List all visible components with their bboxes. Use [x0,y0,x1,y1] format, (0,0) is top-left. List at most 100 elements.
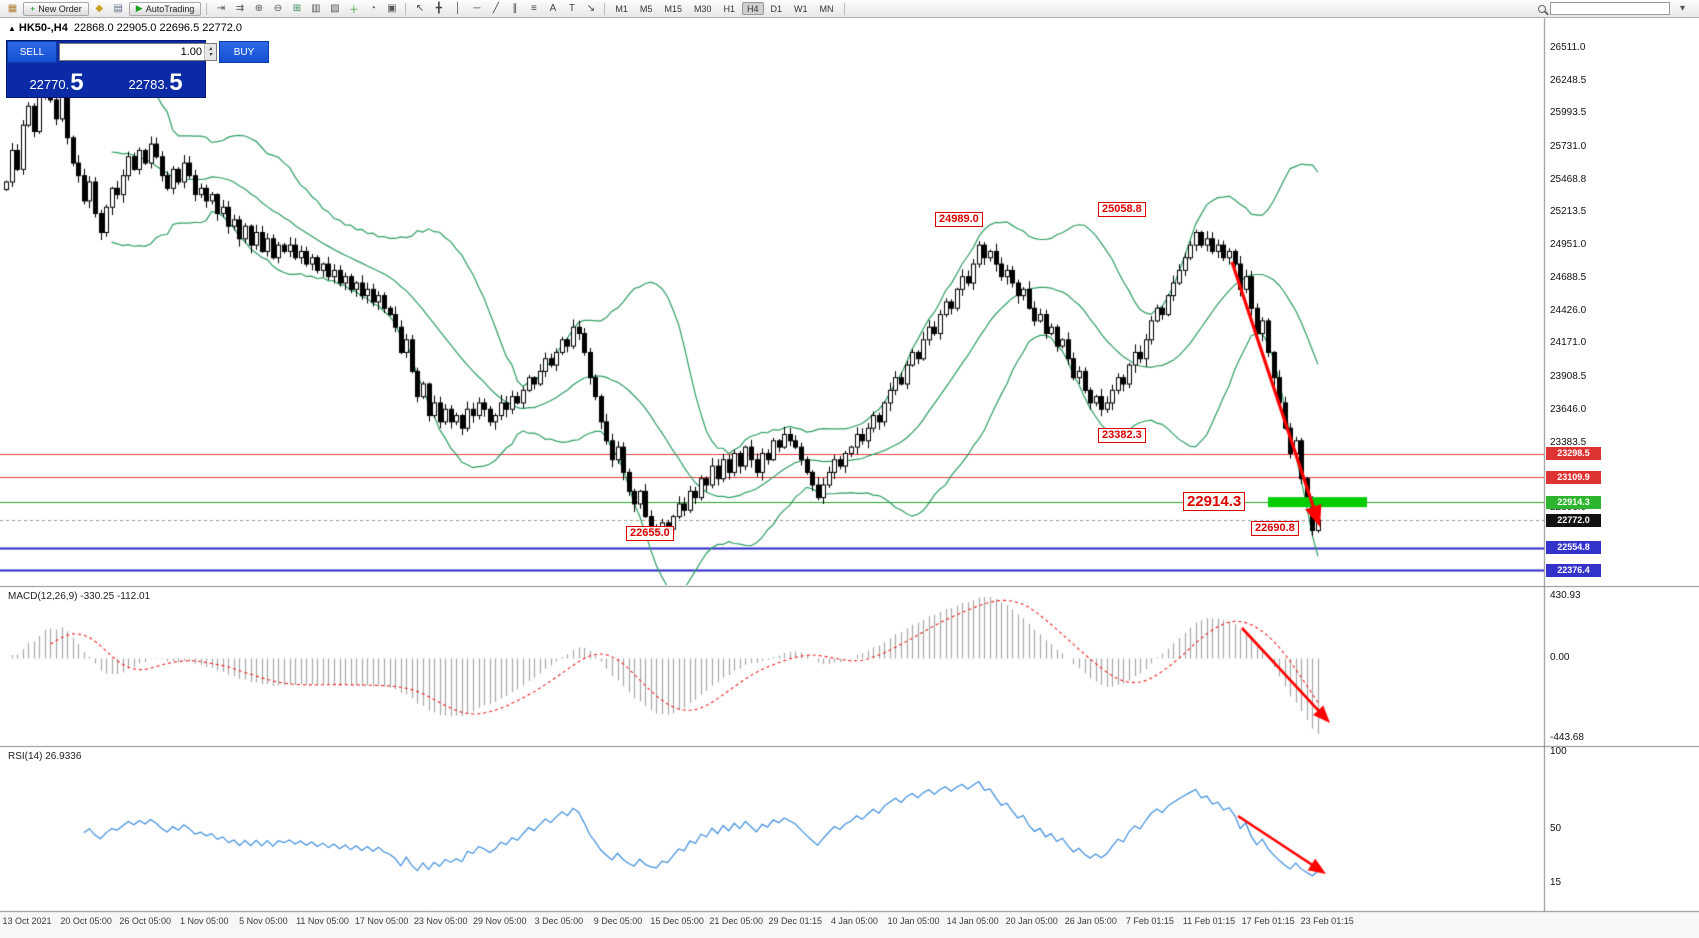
chart-window-icon[interactable]: ▦ [7,3,18,14]
ohlc-readout: 22868.0 22905.0 22696.5 22772.0 [73,22,243,34]
vertical-line-icon[interactable]: │ [454,3,462,14]
one-click-trading-widget: SELL ▴▾ BUY 22770.5 22783.5 [6,40,269,98]
macd-axis-label: 0.00 [1550,652,1570,664]
snapshot-icon[interactable]: ▣ [387,3,397,14]
buy-button[interactable]: BUY [219,41,269,63]
time-axis-label: 11 Feb 01:15 [1182,916,1236,926]
price-annotation[interactable]: 23382.3 [1098,428,1146,443]
price-badge: 22772.0 [1546,513,1601,527]
timeframe-m30-button[interactable]: M30 [689,2,717,15]
timeframe-d1-button[interactable]: D1 [766,2,788,15]
time-axis-label: 10 Jan 05:00 [887,916,940,926]
auto-scroll-icon[interactable]: ⇉ [235,3,245,14]
indicator-list-icon[interactable]: ◆ [95,3,104,14]
channel-icon[interactable]: ∥ [512,3,518,14]
price-annotation[interactable]: 22655.0 [626,526,674,541]
price-axis-label: 25213.5 [1550,205,1587,217]
toolbar-separator [843,2,845,15]
price-annotation[interactable]: 22914.3 [1183,492,1246,511]
time-axis-label: 21 Dec 05:00 [709,916,763,926]
toolbar-separator [604,2,606,15]
timeframe-m5-button[interactable]: M5 [635,2,658,15]
rsi-axis-label: 100 [1550,746,1567,757]
timeframe-m15-button[interactable]: M15 [659,2,687,15]
trendline-icon[interactable]: ╱ [492,3,499,14]
chart-shift-icon[interactable]: ⇥ [216,3,226,14]
time-axis-label: 15 Dec 05:00 [650,916,704,926]
time-axis-label: 1 Nov 05:00 [180,916,229,926]
arrows-icon[interactable]: ↘ [586,3,596,14]
main-toolbar: ▦ + New Order ◆ ▤ ▶ AutoTrading ⇥ ⇉ ⊕ ⊖ ⊞ ▥ ▧ ＋ ◔ ▣ ↖ ╋ │ ─ ╱… [0,0,1699,18]
time-axis-label: 3 Dec 05:00 [534,916,584,926]
toolbar-search-group: ▾ [1538,2,1695,16]
price-annotation[interactable]: 25058.8 [1098,202,1146,217]
stepper-down-icon[interactable]: ▾ [208,52,212,58]
price-axis-label: 25731.0 [1550,140,1587,152]
zoom-in-icon[interactable]: ⊕ [254,3,264,14]
window-menu-icon[interactable]: ▾ [1679,3,1686,14]
new-chart-icon[interactable]: ＋ [348,5,359,16]
timeframe-mn-button[interactable]: MN [815,2,839,15]
timeframe-h4-button[interactable]: H4 [741,2,764,15]
time-axis-label: 11 Nov 05:00 [296,916,349,926]
symbol-name: HK50-,H4 [18,22,68,34]
price-axis-label: 24951.0 [1550,239,1587,250]
time-axis-label: 13 Oct 2021 [2,916,52,926]
price-badge: 23109.9 [1546,470,1601,484]
rsi-axis-label: 50 [1550,823,1562,834]
price-axis-label: 24171.0 [1550,337,1587,349]
fibonacci-icon[interactable]: ≡ [530,3,537,14]
buy-price: 22783. 5 [128,68,183,96]
label-icon[interactable]: T [568,3,575,14]
sell-button[interactable]: SELL [7,41,57,63]
time-axis-label: 26 Jan 05:00 [1064,916,1117,926]
time-axis-label: 20 Oct 05:00 [60,916,112,926]
new-order-button-icon: + [30,3,36,14]
zoom-out-icon[interactable]: ⊖ [273,3,283,14]
timeframe-h1-button[interactable]: H1 [718,2,740,15]
price-badge: 22376.4 [1546,563,1601,577]
profile-icon[interactable]: ▤ [113,3,123,14]
price-annotation[interactable]: 24989.0 [935,212,983,227]
volume-stepper[interactable]: ▴ ▾ [204,44,216,60]
time-axis-label: 9 Dec 05:00 [593,916,643,926]
time-axis-label: 29 Nov 05:00 [473,916,527,926]
timeframe-m1-button[interactable]: M1 [610,2,633,15]
time-axis-label: 5 Nov 05:00 [239,916,288,926]
autotrading-button[interactable]: ▶ AutoTrading [128,1,202,16]
timeframe-w1-button[interactable]: W1 [789,2,813,15]
rsi-indicator-label: RSI(14) 26.9336 [8,751,82,762]
crosshair-icon[interactable]: ╋ [435,3,442,14]
strategy-tester-icon[interactable]: ▧ [330,3,340,14]
chart-symbol-header: ▲ HK50-,H4 22868.0 22905.0 22696.5 22772.0 [8,22,242,34]
price-badge: 23298.5 [1546,447,1601,461]
volume-input[interactable] [60,44,204,60]
volume-input-wrap: ▴▾ [59,43,217,61]
period-clock-icon[interactable]: ◔ [369,3,376,14]
macd-indicator-label: MACD(12,26,9) -330.25 -112.01 [8,591,151,602]
data-window-icon[interactable]: ▥ [311,3,321,14]
stepper-up-icon[interactable]: ▴ [208,46,212,52]
autotrading-button-label: AutoTrading [145,3,195,14]
toolbar-separator [405,2,407,15]
toolbar-separator [206,2,208,15]
price-badge: 22914.3 [1546,495,1601,509]
tile-windows-icon[interactable]: ⊞ [292,3,302,14]
price-axis-label: 25993.5 [1550,107,1587,119]
price-axis-label: 23908.5 [1550,370,1587,382]
new-order-button[interactable]: + New Order [23,1,89,16]
cursor-icon[interactable]: ↖ [415,3,425,14]
time-axis-label: 26 Oct 05:00 [119,916,171,926]
time-axis-label: 14 Jan 05:00 [946,916,999,926]
time-axis-label: 7 Feb 01:15 [1125,916,1174,926]
price-axis-label: 23646.0 [1550,403,1587,415]
price-axis-label: 23383.5 [1550,436,1587,448]
symbol-search-input[interactable] [1550,2,1670,15]
macd-axis-label: 430.93 [1550,590,1581,601]
price-annotation[interactable]: 22690.8 [1251,521,1299,536]
text-icon[interactable]: A [549,3,557,14]
horizontal-line-icon[interactable]: ─ [473,3,481,14]
price-axis-label: 24688.5 [1550,272,1587,284]
